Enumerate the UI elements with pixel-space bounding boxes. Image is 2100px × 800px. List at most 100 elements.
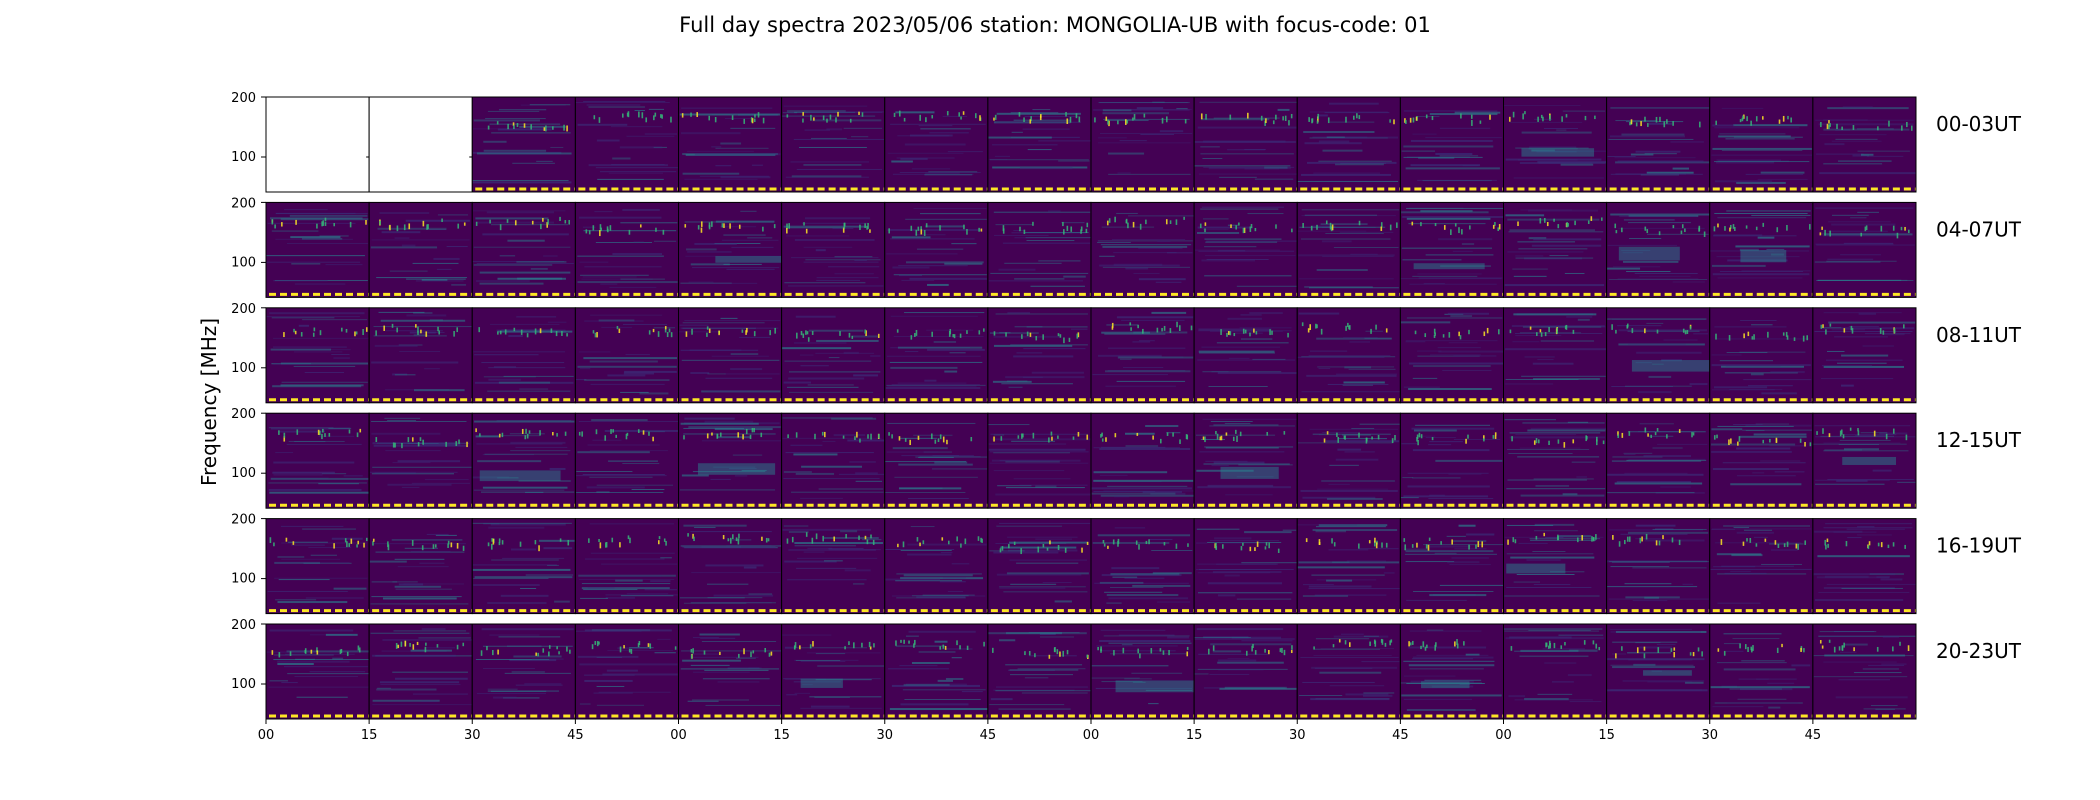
spectrum-panel (884, 96, 989, 193)
spectrum-panel (1503, 412, 1608, 509)
spectrum-panel (1090, 623, 1208, 720)
spectrum-panel (1193, 623, 1298, 720)
spectrum-panel (1606, 201, 1711, 298)
spectrum-panel (471, 518, 576, 615)
spectrum-panel (781, 201, 886, 298)
spectrum-panel (1606, 96, 1711, 193)
spectrum-panel (1193, 518, 1298, 615)
spectra-row: 200 100 16-19UT (231, 513, 2022, 615)
x-tick-label: 30 (464, 728, 481, 743)
spectrum-panel (884, 623, 989, 720)
y-tick-label: 100 (231, 361, 256, 376)
spectra-row: 200 100 00-03UT (231, 91, 2022, 193)
y-tick-label: 200 (231, 91, 256, 106)
spectrum-panel (678, 518, 783, 615)
spectrum-panel (368, 201, 473, 298)
x-tick-label: 00 (1083, 728, 1100, 743)
x-tick-label: 30 (1289, 728, 1306, 743)
spectrum-panel (1503, 623, 1608, 720)
spectrum-panel-empty (368, 96, 473, 193)
spectra-row: 200 100 04-07UT (231, 196, 2022, 298)
x-tick-label: 45 (567, 728, 584, 743)
y-tick-label: 100 (231, 677, 256, 692)
spectrum-panel (471, 412, 576, 509)
spectrum-panel (471, 96, 576, 193)
spectrum-panel (1503, 201, 1608, 298)
spectrum-panel (678, 201, 783, 298)
spectrum-panel (1503, 96, 1608, 193)
spectrum-panel (1193, 96, 1298, 193)
spectrum-panel (368, 307, 473, 404)
spectrum-panel (265, 307, 370, 404)
spectrum-panel (368, 412, 473, 509)
spectrum-panel (781, 412, 886, 509)
y-tick-label: 100 (231, 255, 256, 270)
row-label: 08-11UT (1936, 323, 2022, 347)
spectrum-panel (1090, 201, 1195, 298)
spectrum-panel (987, 623, 1092, 720)
spectrum-panel (1399, 307, 1504, 404)
spectrum-panel (1399, 96, 1504, 193)
x-tick-label: 00 (670, 728, 687, 743)
y-tick-label: 200 (231, 618, 256, 633)
row-label: 16-19UT (1936, 534, 2022, 558)
spectrum-panel (1296, 96, 1401, 193)
spectrum-panel (1296, 518, 1401, 615)
spectrum-panel (1503, 518, 1608, 615)
spectrum-panel (1709, 412, 1814, 509)
spectrum-panel (1606, 518, 1711, 615)
spectrum-panel (1296, 201, 1401, 298)
x-tick-label: 15 (361, 728, 378, 743)
y-tick-label: 200 (231, 302, 256, 317)
spectrum-panel (265, 623, 370, 720)
spectrum-panel (884, 412, 989, 509)
y-tick-label: 100 (231, 150, 256, 165)
row-label: 04-07UT (1936, 217, 2022, 241)
spectrum-panel (368, 518, 473, 615)
spectrum-panel (1606, 412, 1711, 509)
spectrum-panel (471, 307, 576, 404)
spectrum-panel (1399, 518, 1504, 615)
spectrum-panel (1812, 307, 1917, 404)
spectrum-panel (1090, 307, 1195, 404)
spectrum-panel (1296, 412, 1401, 509)
spectrum-panel (1812, 96, 1917, 193)
spectrum-panel (574, 307, 679, 404)
row-label: 00-03UT (1936, 112, 2022, 136)
x-tick-label: 15 (1598, 728, 1615, 743)
y-tick-label: 100 (231, 572, 256, 587)
y-axis-label: Frequency [MHz] (197, 318, 221, 486)
chart-title: Full day spectra 2023/05/06 station: MON… (679, 13, 1431, 37)
spectrum-panel (1606, 307, 1711, 404)
spectrum-panel (1193, 201, 1298, 298)
spectrum-panel (1296, 623, 1401, 720)
spectrum-panel (1709, 307, 1814, 404)
spectrum-panel (987, 412, 1092, 509)
x-tick-label: 45 (1805, 728, 1822, 743)
spectrum-panel (471, 201, 576, 298)
x-tick-label: 30 (876, 728, 893, 743)
x-tick-label: 45 (980, 728, 997, 743)
x-tick-label: 00 (258, 728, 275, 743)
x-axis: 00 15 30 45 00 15 30 45 00 15 30 45 00 15 30 45 (258, 719, 1821, 743)
spectrum-panel-empty (265, 96, 370, 193)
spectrum-panel (884, 307, 989, 404)
spectrum-panel (987, 96, 1092, 193)
x-tick-label: 45 (1392, 728, 1409, 743)
spectrum-panel (678, 307, 783, 404)
spectrum-panel (1090, 96, 1195, 193)
spectra-rows: 200 100 00-03UT 200 100 04-07UT 200 100 08-11UT 2… (231, 91, 2022, 720)
spectrum-panel (781, 307, 886, 404)
spectrum-panel (368, 623, 473, 720)
spectrum-panel (678, 96, 783, 193)
y-tick-label: 200 (231, 407, 256, 422)
spectrum-panel (1812, 518, 1917, 615)
spectrum-panel (884, 201, 989, 298)
spectrum-panel (1296, 307, 1401, 404)
spectrum-panel (987, 518, 1092, 615)
spectrum-panel (1399, 412, 1504, 509)
spectrum-panel (574, 201, 679, 298)
spectrum-panel (1812, 623, 1917, 720)
spectrum-panel (1193, 412, 1298, 509)
